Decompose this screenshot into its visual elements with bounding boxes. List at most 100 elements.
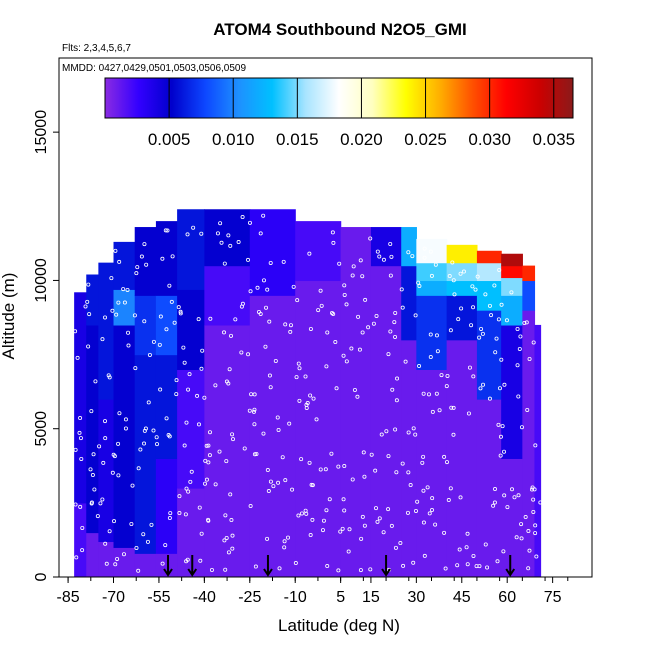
observation-marker [307,251,312,256]
observation-marker [411,426,416,431]
observation-marker [308,326,313,331]
observation-marker [421,520,426,525]
observation-marker [135,265,140,270]
heat-cell [401,265,417,341]
observation-marker [406,250,411,255]
observation-marker [444,460,449,465]
x-tick-label: -85 [57,589,80,606]
observation-marker [532,487,537,492]
observation-marker [133,366,138,371]
observation-marker [80,548,85,553]
heat-cell [86,324,99,534]
observation-marker [430,409,435,414]
observation-marker [86,282,91,287]
observation-marker [204,477,209,482]
observation-marker [393,310,398,315]
heat-cell [295,221,342,282]
observation-marker [401,563,406,568]
colorbar-tick-label: 0.015 [276,130,319,149]
observation-marker [206,443,211,448]
observation-marker [318,288,323,293]
observation-marker [356,314,361,319]
heat-cell [113,289,136,326]
observation-marker [334,386,339,391]
observation-marker [475,274,480,279]
observation-marker [381,530,386,535]
observation-marker [116,473,121,478]
observation-marker [538,500,543,505]
observation-marker [517,346,522,351]
observation-marker [145,539,150,544]
observation-marker [527,548,532,553]
observation-marker [138,447,143,452]
observation-marker [224,535,229,540]
observation-marker [327,497,332,502]
observation-marker [115,556,120,561]
observation-marker [188,479,193,484]
observation-marker [403,359,408,364]
x-tick-label: 45 [453,589,471,606]
observation-marker [458,495,463,500]
observation-marker [519,522,524,527]
observation-marker [196,317,201,322]
observation-marker [421,488,426,493]
observation-marker [154,435,159,440]
observation-marker [236,240,241,245]
observation-marker [393,427,398,432]
observation-marker [336,464,341,469]
observation-marker [355,394,360,399]
observation-marker [523,515,528,520]
colorbar-tick-label: 0.005 [148,130,191,149]
observation-marker [261,213,266,218]
observation-marker [464,545,469,550]
observation-marker [213,482,218,487]
heat-cell [98,399,115,543]
observation-marker [342,508,347,513]
observation-marker [483,542,488,547]
observation-marker [299,457,304,462]
observation-marker [450,260,455,265]
observation-marker [342,292,347,297]
observation-marker [90,473,95,478]
observation-marker [304,402,309,407]
observation-marker [304,511,309,516]
observation-marker [254,451,259,456]
observation-marker [163,543,168,548]
observation-marker [285,535,290,540]
observation-marker [293,561,298,566]
heat-cell [74,502,87,577]
observation-marker [282,539,287,544]
observation-marker [405,510,410,515]
observation-marker [164,416,169,421]
observation-marker [485,565,490,570]
heat-cell [155,221,178,296]
observation-marker [519,425,524,430]
observation-marker [199,531,204,536]
heat-cell [446,280,478,296]
y-axis-label: Altitude (m) [0,273,18,360]
observation-marker [395,376,400,381]
observation-marker [207,453,212,458]
observation-marker [206,460,211,465]
observation-marker [496,317,501,322]
observation-marker [413,432,418,437]
observation-marker [169,299,174,304]
observation-marker [164,327,169,332]
observation-marker [346,549,351,554]
observation-marker [311,396,316,401]
observation-marker [242,446,247,451]
x-tick-label: 60 [498,589,516,606]
observation-marker [198,558,203,563]
observation-marker [174,378,179,383]
heat-cell [446,339,478,577]
observation-marker [502,493,507,498]
observation-marker [457,547,462,552]
heat-cell [204,209,251,267]
observation-marker [117,259,122,264]
observation-marker [147,352,152,357]
observation-marker [443,566,448,571]
observation-marker [223,567,228,572]
observation-marker [361,450,366,455]
observation-marker [308,533,313,538]
observation-marker [386,352,391,357]
